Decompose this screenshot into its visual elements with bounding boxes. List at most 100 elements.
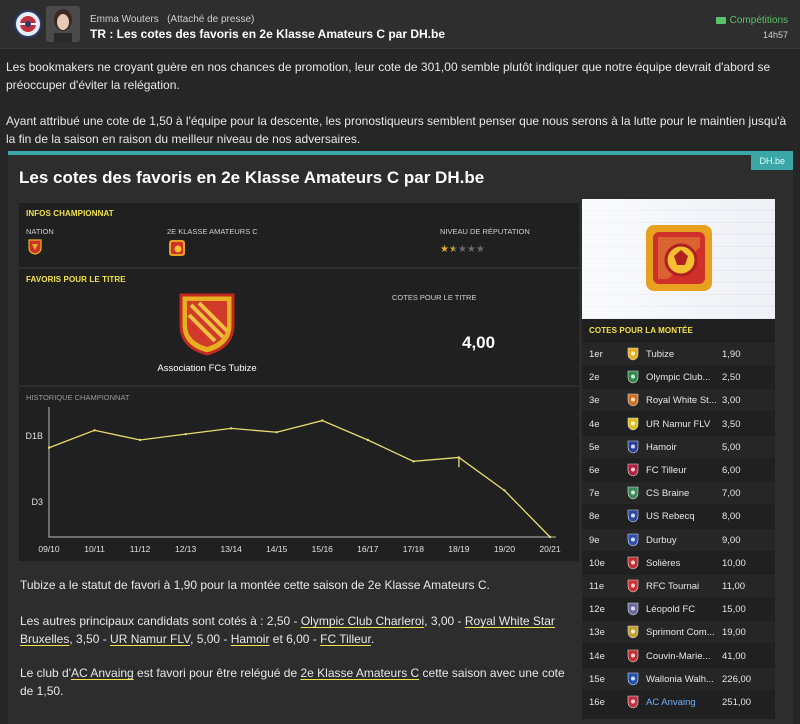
row-club[interactable]: Hamoir bbox=[646, 441, 677, 453]
club-crest-icon[interactable] bbox=[626, 463, 640, 477]
promotion-row[interactable]: 2e Olympic Club... 2,50 bbox=[582, 366, 775, 388]
body-paragraph-3: Le club d'AC Anvaing est favori pour êtr… bbox=[20, 664, 575, 700]
club-crest-icon[interactable] bbox=[626, 579, 640, 593]
title-odds-label: COTES POUR LE TITRE bbox=[392, 293, 477, 302]
club-crest-icon[interactable] bbox=[626, 509, 640, 523]
promotion-row[interactable]: 8e US Rebecq 8,00 bbox=[582, 505, 775, 527]
club-crest-icon[interactable] bbox=[626, 672, 640, 686]
club-crest-icon[interactable] bbox=[626, 649, 640, 663]
row-club[interactable]: FC Tilleur bbox=[646, 465, 687, 476]
club-crest-icon[interactable] bbox=[626, 440, 640, 454]
club-crest-icon[interactable] bbox=[626, 486, 640, 500]
row-position: 5e bbox=[589, 441, 600, 453]
star-empty-icon: ★ bbox=[457, 244, 467, 255]
text-fragment: cette saison avec une cote de 1,50. bbox=[20, 666, 565, 698]
promotion-row[interactable]: 3e Royal White St... 3,00 bbox=[582, 389, 775, 412]
row-club[interactable]: US Rebecq bbox=[646, 511, 695, 523]
promotion-row[interactable]: 5e Hamoir 5,00 bbox=[582, 435, 775, 458]
row-odds: 226,00 bbox=[722, 673, 752, 685]
promotion-row[interactable]: 14e Couvin-Marie... 41,00 bbox=[582, 645, 775, 667]
promotion-row[interactable]: 10e Solières 10,00 bbox=[582, 552, 775, 574]
row-club[interactable]: UR Namur FLV bbox=[646, 418, 711, 430]
league-logo-icon[interactable] bbox=[168, 239, 186, 257]
row-club[interactable]: Royal White St... bbox=[646, 395, 716, 407]
row-position: 8e bbox=[589, 511, 600, 523]
x-tick-label: 11/12 bbox=[130, 544, 151, 554]
promotion-row[interactable]: 9e Durbuy 9,00 bbox=[582, 528, 775, 551]
row-odds: 1,90 bbox=[722, 349, 741, 360]
club-link-tilleur[interactable]: FC Tilleur bbox=[320, 632, 371, 646]
star-empty-icon: ★ bbox=[475, 244, 485, 255]
promotion-row[interactable]: 4e UR Namur FLV 3,50 bbox=[582, 413, 775, 435]
league-label: 2E KLASSE AMATEURS C bbox=[167, 227, 258, 236]
body-paragraph-1: Tubize a le statut de favori à 1,90 pour… bbox=[20, 578, 490, 592]
text-fragment: , 3,50 - bbox=[69, 632, 111, 646]
row-odds: 9,00 bbox=[722, 534, 741, 546]
club-crest-icon[interactable] bbox=[626, 533, 640, 547]
row-club[interactable]: CS Braine bbox=[646, 488, 690, 500]
sender-line: Emma Wouters (Attaché de presse) bbox=[90, 14, 254, 25]
row-odds: 15,00 bbox=[722, 604, 746, 616]
club-crest-icon[interactable] bbox=[626, 695, 640, 709]
x-tick-label: 12/13 bbox=[175, 544, 197, 554]
x-tick-label: 17/18 bbox=[403, 544, 425, 554]
data-point bbox=[47, 446, 51, 449]
sender-name[interactable]: Emma Wouters bbox=[90, 14, 159, 25]
card-title: Les cotes des favoris en 2e Klasse Amate… bbox=[19, 168, 485, 187]
belgium-crest-icon[interactable] bbox=[27, 239, 43, 255]
row-club[interactable]: Sprimont Com... bbox=[646, 627, 715, 639]
league-link[interactable]: 2e Klasse Amateurs C bbox=[300, 666, 420, 680]
x-tick-label: 15/16 bbox=[312, 544, 334, 554]
row-club[interactable]: Tubize bbox=[646, 349, 675, 360]
club-link-namur[interactable]: UR Namur FLV bbox=[110, 632, 191, 646]
row-odds: 19,00 bbox=[722, 627, 746, 639]
title-favorite-panel: FAVORIS POUR LE TITRE Association FCs Tu… bbox=[19, 269, 579, 385]
club-link-hamoir[interactable]: Hamoir bbox=[230, 632, 270, 646]
row-odds: 6,00 bbox=[722, 465, 741, 476]
club-crest-icon[interactable] bbox=[626, 625, 640, 639]
promotion-row[interactable]: 11e RFC Tournai 11,00 bbox=[582, 575, 775, 597]
chart-axis bbox=[48, 407, 556, 538]
promotion-row[interactable]: 1er Tubize 1,90 bbox=[582, 343, 775, 365]
promotion-row[interactable]: 6e FC Tilleur 6,00 bbox=[582, 459, 775, 481]
club-crest-icon[interactable] bbox=[626, 347, 640, 361]
promotion-row[interactable]: 15e Wallonia Walh... 226,00 bbox=[582, 667, 775, 690]
tubize-crest-icon[interactable] bbox=[177, 291, 237, 357]
data-point bbox=[366, 438, 370, 442]
row-club[interactable]: RFC Tournai bbox=[646, 581, 700, 592]
row-club[interactable]: AC Anvaing bbox=[646, 697, 696, 708]
club-link-rws[interactable]: Royal White Star Bruxelles bbox=[20, 614, 555, 646]
promotion-row[interactable]: 7e CS Braine 7,00 bbox=[582, 482, 775, 505]
club-crest-icon bbox=[14, 10, 42, 38]
avatar[interactable] bbox=[46, 6, 80, 42]
club-crest-icon[interactable] bbox=[626, 370, 640, 384]
category-link[interactable]: Compétitions bbox=[715, 15, 788, 26]
favorite-club-name[interactable]: Association FCs Tubize bbox=[157, 363, 257, 374]
row-club[interactable]: Wallonia Walh... bbox=[646, 673, 714, 685]
row-odds: 11,00 bbox=[722, 581, 746, 592]
club-crest-icon[interactable] bbox=[626, 602, 640, 616]
club-crest-icon[interactable] bbox=[626, 417, 640, 431]
x-tick-label: 20/21 bbox=[539, 544, 561, 554]
data-point bbox=[275, 431, 278, 434]
club-link-olympic[interactable]: Olympic Club Charleroi bbox=[300, 614, 425, 628]
club-link-anvaing[interactable]: AC Anvaing bbox=[71, 666, 134, 680]
row-club[interactable]: Couvin-Marie... bbox=[646, 650, 711, 662]
message-time: 14h57 bbox=[762, 30, 788, 40]
category-label: Compétitions bbox=[729, 15, 788, 26]
row-position: 12e bbox=[589, 604, 605, 616]
row-club[interactable]: Durbuy bbox=[646, 534, 677, 546]
promotion-row[interactable]: 16e AC Anvaing 251,00 bbox=[582, 691, 775, 713]
row-club[interactable]: Olympic Club... bbox=[646, 372, 711, 384]
club-crest-icon[interactable] bbox=[626, 556, 640, 570]
promotion-row[interactable]: 12e Léopold FC 15,00 bbox=[582, 598, 775, 620]
league-history-chart: D1B D3 09/10 10/11 11/12 12/13 13/14 14/15 15/16… bbox=[25, 407, 561, 554]
data-point bbox=[321, 419, 324, 422]
source-badge: DH.be bbox=[751, 151, 793, 170]
reputation-label: NIVEAU DE RÉPUTATION bbox=[440, 227, 530, 236]
promotion-row[interactable]: 13e Sprimont Com... 19,00 bbox=[582, 621, 775, 644]
club-crest-icon[interactable] bbox=[626, 393, 640, 407]
row-position: 1er bbox=[589, 349, 603, 360]
row-club[interactable]: Solières bbox=[646, 557, 681, 569]
row-club[interactable]: Léopold FC bbox=[646, 604, 696, 616]
